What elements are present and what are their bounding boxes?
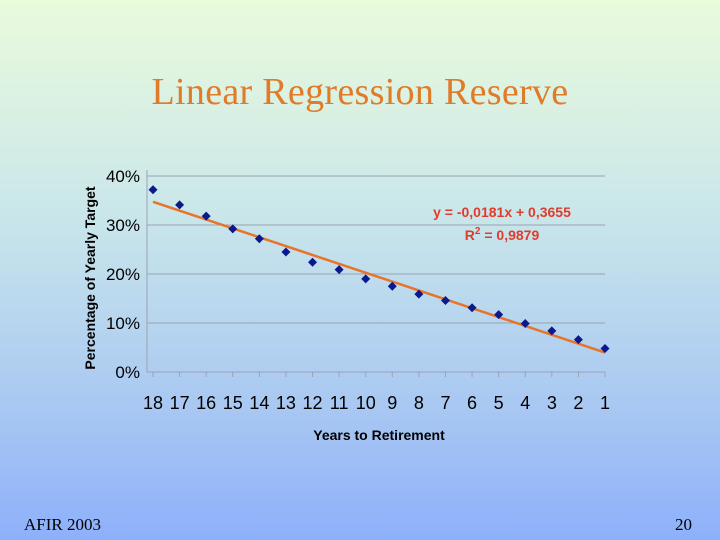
- data-point: [520, 318, 530, 328]
- x-tick-label: 7: [440, 393, 450, 413]
- x-tick-label: 1: [600, 393, 610, 413]
- y-tick-label: 0%: [115, 363, 140, 382]
- slide-title: Linear Regression Reserve: [151, 71, 569, 113]
- data-point: [414, 289, 424, 299]
- x-tick-label: 11: [330, 393, 349, 413]
- data-point: [308, 257, 318, 267]
- data-point: [175, 200, 185, 210]
- x-tick-label: 10: [356, 393, 376, 413]
- data-point: [361, 274, 371, 284]
- x-tick-label: 14: [249, 393, 269, 413]
- x-tick-label: 9: [387, 393, 397, 413]
- x-tick-label: 6: [467, 393, 477, 413]
- data-point: [281, 247, 291, 257]
- x-tick-label: 18: [143, 393, 163, 413]
- y-tick-label: 10%: [106, 314, 140, 333]
- x-tick-label: 3: [547, 393, 557, 413]
- y-tick-label: 20%: [106, 265, 140, 284]
- x-tick-labels: 18 17 16 15 14 13 12 11 10 9 8 7 6 5 4 3 2 1: [143, 372, 610, 413]
- data-point: [547, 326, 557, 336]
- x-tick-label: 2: [573, 393, 583, 413]
- trendline-equation: y = -0,0181x + 0,3655: [433, 204, 571, 220]
- data-point: [148, 185, 158, 195]
- data-point: [573, 335, 583, 345]
- data-point: [440, 295, 450, 305]
- data-point: [201, 211, 211, 221]
- footer-label: AFIR 2003: [24, 515, 101, 534]
- y-tick-labels: 0% 10% 20% 30% 40%: [106, 167, 140, 382]
- r-squared-label: R2 = 0,9879: [465, 226, 540, 243]
- data-point: [228, 224, 238, 234]
- data-point: [387, 281, 397, 291]
- x-tick-label: 17: [170, 393, 190, 413]
- x-tick-label: 5: [494, 393, 504, 413]
- x-tick-label: 12: [303, 393, 323, 413]
- x-axis-title: Years to Retirement: [313, 427, 445, 443]
- data-point: [494, 310, 504, 320]
- data-point: [334, 265, 344, 275]
- x-tick-label: 13: [276, 393, 296, 413]
- y-axis-title: Percentage of Yearly Target: [82, 186, 98, 369]
- y-tick-label: 30%: [106, 216, 140, 235]
- data-point: [600, 343, 610, 353]
- data-point: [467, 303, 477, 313]
- y-tick-label: 40%: [106, 167, 140, 186]
- x-tick-label: 16: [196, 393, 216, 413]
- x-tick-label: 8: [414, 393, 424, 413]
- x-tick-label: 15: [223, 393, 243, 413]
- trendline: [152, 200, 606, 354]
- data-points: [148, 185, 610, 353]
- page-number: 20: [675, 515, 692, 534]
- x-tick-label: 4: [520, 393, 530, 413]
- data-point: [254, 234, 264, 244]
